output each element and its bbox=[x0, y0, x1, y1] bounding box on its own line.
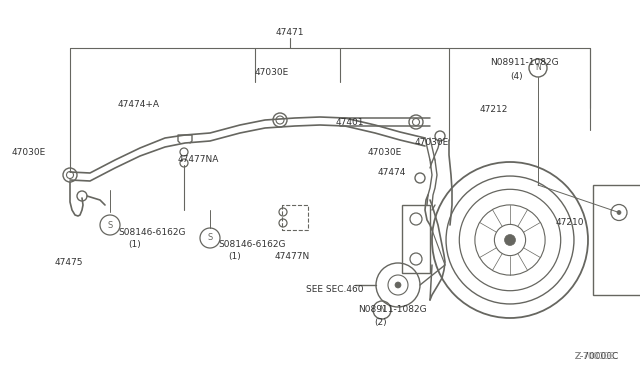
Text: N08911-1082G: N08911-1082G bbox=[358, 305, 427, 314]
Text: S08146-6162G: S08146-6162G bbox=[218, 240, 285, 249]
FancyBboxPatch shape bbox=[593, 185, 640, 295]
Text: (2): (2) bbox=[374, 318, 387, 327]
Circle shape bbox=[395, 282, 401, 288]
Text: 47471: 47471 bbox=[276, 28, 304, 37]
Text: (1): (1) bbox=[128, 240, 141, 249]
Text: 47210: 47210 bbox=[556, 218, 584, 227]
Text: (4): (4) bbox=[510, 72, 523, 81]
Text: 47401: 47401 bbox=[336, 118, 365, 127]
Text: S: S bbox=[108, 221, 113, 230]
Text: 47477NA: 47477NA bbox=[178, 155, 220, 164]
Text: N08911-1082G: N08911-1082G bbox=[490, 58, 559, 67]
Text: Z-70000C: Z-70000C bbox=[575, 352, 616, 361]
Circle shape bbox=[504, 234, 515, 246]
Text: N: N bbox=[379, 305, 385, 314]
Text: S08146-6162G: S08146-6162G bbox=[118, 228, 186, 237]
Text: SEE SEC.460: SEE SEC.460 bbox=[306, 285, 364, 294]
Text: 47030E: 47030E bbox=[255, 68, 289, 77]
Text: 47030E: 47030E bbox=[368, 148, 403, 157]
Text: 47474+A: 47474+A bbox=[118, 100, 160, 109]
Text: 47030E: 47030E bbox=[415, 138, 449, 147]
Text: (1): (1) bbox=[228, 252, 241, 261]
Text: Z-70000C: Z-70000C bbox=[575, 352, 620, 361]
Text: 47030E: 47030E bbox=[12, 148, 46, 157]
Text: N: N bbox=[535, 64, 541, 73]
Text: 47212: 47212 bbox=[480, 105, 508, 114]
FancyBboxPatch shape bbox=[402, 205, 430, 273]
Text: 47477N: 47477N bbox=[275, 252, 310, 261]
Text: S: S bbox=[207, 234, 212, 243]
Circle shape bbox=[617, 211, 621, 215]
Text: 47475: 47475 bbox=[55, 258, 83, 267]
Text: 47474: 47474 bbox=[378, 168, 406, 177]
